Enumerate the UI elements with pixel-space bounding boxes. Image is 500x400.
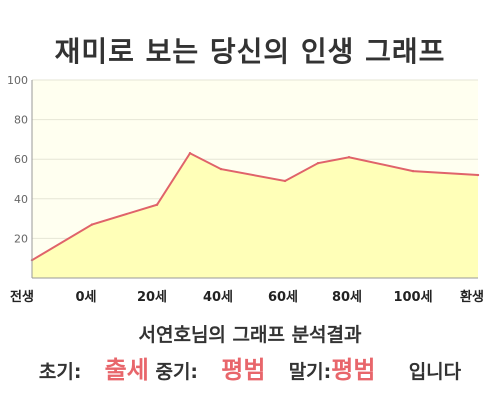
y-tick-label: 100 <box>7 74 28 87</box>
data-point <box>90 223 94 226</box>
late-label: 말기: <box>288 361 332 383</box>
early-label: 초기: <box>38 361 82 383</box>
mid-label: 중기: <box>155 361 199 383</box>
x-tick-label: 0세 <box>75 290 96 305</box>
result-heading: 서연호님의 그래프 분석결과 <box>138 324 362 346</box>
x-tick-labels: 전생 0세 20세 40세 60세 80세 100세 환생 <box>10 289 484 305</box>
data-point <box>219 167 223 171</box>
x-tick-label: 100세 <box>393 290 432 305</box>
y-tick-label: 80 <box>14 114 28 127</box>
area-fill <box>32 153 478 278</box>
result-summary: 초기: 출세 중기: 평범 말기:평범 입니다 <box>0 350 500 385</box>
data-points <box>30 152 480 262</box>
data-point <box>188 152 192 155</box>
x-tick-label: 환생 <box>460 289 484 305</box>
data-point <box>316 161 320 165</box>
y-tick-labels: 20 40 60 80 100 <box>7 74 28 245</box>
data-point <box>155 203 159 206</box>
x-tick-label: 20세 <box>137 290 167 305</box>
x-tick-label: 60세 <box>268 290 298 305</box>
late-value: 평범 <box>331 356 376 384</box>
y-tick-label: 40 <box>14 193 28 206</box>
life-graph-chart: 20 40 60 80 100 전생 0세 20세 40세 60세 80세 100세 환생 <box>7 74 484 305</box>
early-value: 출세 <box>104 356 149 384</box>
mid-value: 평범 <box>221 356 266 384</box>
data-point <box>347 156 351 159</box>
x-tick-label: 40세 <box>203 290 233 305</box>
series-line <box>31 151 479 262</box>
x-tick-label: 80세 <box>332 290 362 305</box>
y-tick-label: 20 <box>14 232 28 245</box>
x-tick-label: 전생 <box>10 289 34 305</box>
data-point <box>411 169 415 173</box>
result-suffix: 입니다 <box>408 361 462 383</box>
page-title: 재미로 보는 당신의 인생 그래프 <box>54 35 446 68</box>
data-point <box>283 179 287 183</box>
data-point <box>476 173 480 177</box>
y-tick-label: 60 <box>14 153 28 166</box>
